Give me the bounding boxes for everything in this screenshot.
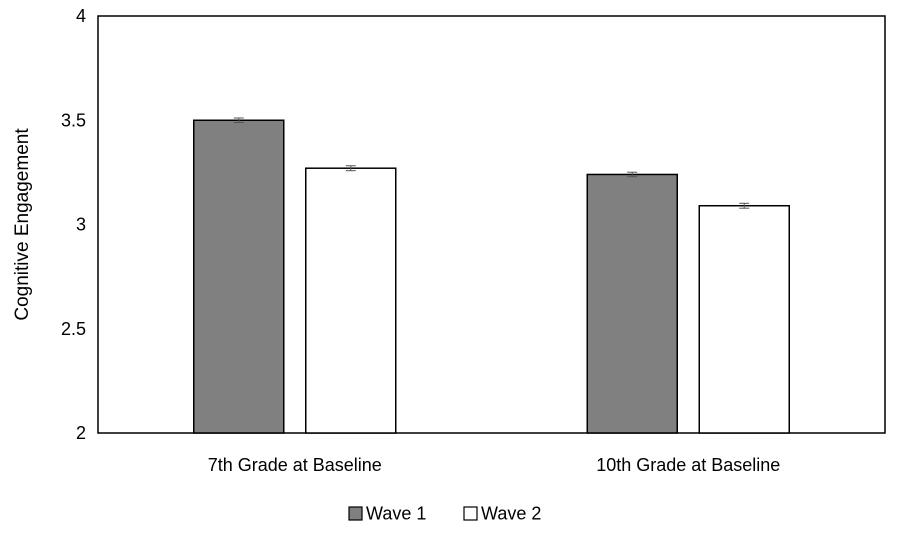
legend-label: Wave 1 xyxy=(366,504,426,524)
plot-frame xyxy=(97,15,886,434)
y-axis-label: Cognitive Engagement xyxy=(12,128,33,321)
legend-swatch xyxy=(463,506,478,521)
legend-item: Wave 1 xyxy=(348,504,426,524)
bar-wave-1 xyxy=(586,173,678,434)
y-tick-label: 2 xyxy=(76,423,86,443)
error-bar xyxy=(627,171,638,178)
legend-swatch xyxy=(348,506,363,521)
y-tick-label: 3 xyxy=(76,215,86,235)
y-tick-label: 4 xyxy=(76,6,86,26)
x-category-label: 7th Grade at Baseline xyxy=(208,455,382,475)
bar-wave-2 xyxy=(698,204,790,434)
y-tick-label: 2.5 xyxy=(61,319,86,339)
y-tick-label: 3.5 xyxy=(61,110,86,130)
legend-item: Wave 2 xyxy=(463,504,541,524)
error-bar xyxy=(345,165,356,172)
plot-area xyxy=(97,15,886,434)
y-axis-ticks: 2 2.5 3 3.5 4 xyxy=(61,6,86,443)
error-bar xyxy=(739,202,750,209)
legend: Wave 1 Wave 2 xyxy=(348,504,541,524)
legend-label: Wave 2 xyxy=(481,504,541,524)
bar-wave-1 xyxy=(193,119,285,434)
x-axis-categories: 7th Grade at Baseline 10th Grade at Basel… xyxy=(208,455,781,475)
x-category-label: 10th Grade at Baseline xyxy=(596,455,780,475)
bar-wave-2 xyxy=(305,167,397,434)
error-bar xyxy=(233,117,244,124)
